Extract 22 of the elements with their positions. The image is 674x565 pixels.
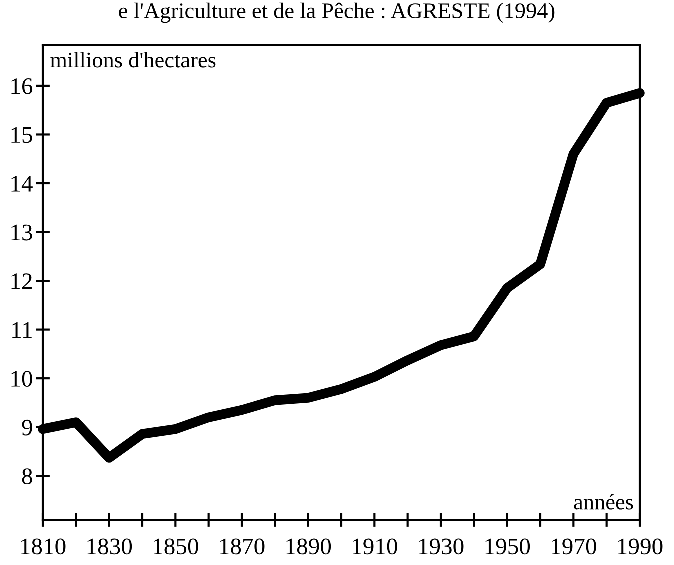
y-tick-label: 12 (12, 274, 32, 290)
x-tick-label: 1890 (286, 538, 332, 555)
x-tick-label: 1870 (220, 538, 265, 555)
chart-title: e l'Agriculture et de la Pêche : AGRESTE (1994) (119, 2, 555, 24)
x-axis-title: années (574, 494, 634, 510)
x-tick-label: 1830 (88, 538, 132, 555)
y-tick-label: 11 (12, 322, 32, 338)
y-axis-title: millions d'hectares (50, 52, 216, 68)
x-tick-label: 1850 (154, 538, 198, 555)
y-tick-label: 16 (12, 78, 33, 94)
x-tick-label: 1950 (486, 538, 530, 555)
y-tick-label: 10 (12, 371, 32, 387)
x-tick-label: 1910 (353, 538, 398, 555)
x-tick-label: 1810 (21, 538, 66, 555)
y-tick-label: 13 (12, 224, 32, 241)
x-tick-label: 1930 (419, 538, 464, 555)
x-tick-label: 1990 (618, 538, 663, 555)
x-tick-label: 1970 (552, 538, 596, 555)
y-tick-label: 15 (12, 127, 32, 144)
y-tick-label: 9 (22, 420, 32, 436)
y-tick-label: 8 (22, 468, 32, 485)
y-tick-label: 14 (12, 176, 33, 192)
